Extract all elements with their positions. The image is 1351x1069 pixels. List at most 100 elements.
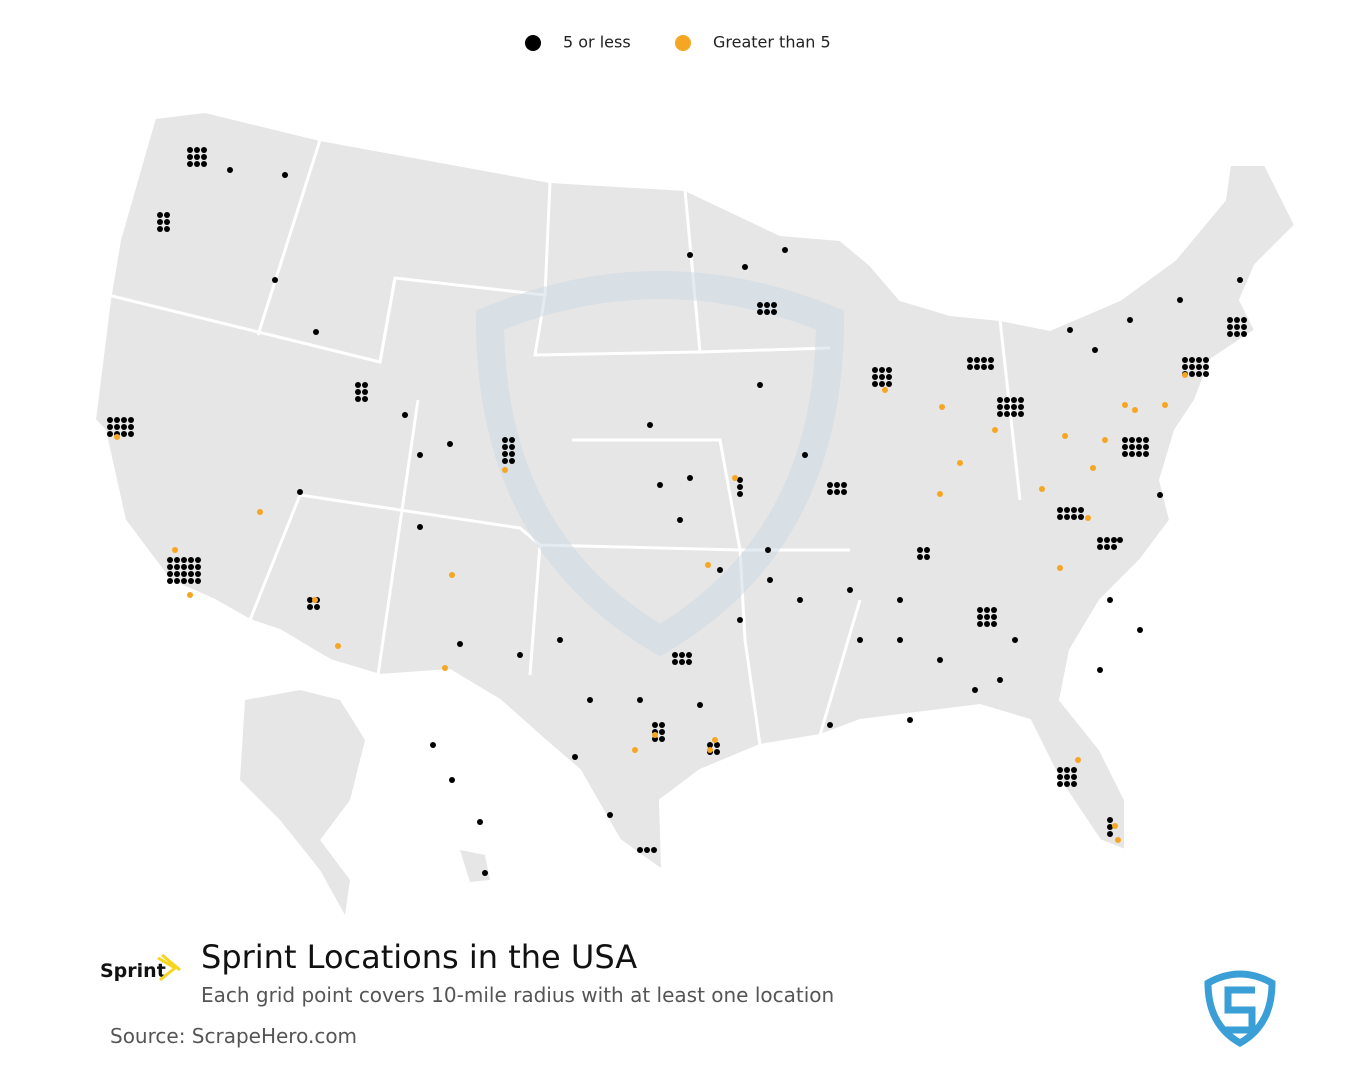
location-dot — [128, 424, 134, 430]
location-dot — [1004, 411, 1010, 417]
location-dot — [957, 460, 963, 466]
location-dot — [1203, 357, 1209, 363]
location-dot — [1189, 357, 1195, 363]
location-dot — [897, 637, 903, 643]
location-dot — [1071, 514, 1077, 520]
location-dot — [1085, 515, 1091, 521]
location-dot — [172, 547, 178, 553]
location-dot — [509, 458, 515, 464]
sprint-logo: Sprint — [100, 960, 166, 982]
location-dot — [697, 702, 703, 708]
location-dot — [1227, 331, 1233, 337]
location-dot — [1237, 277, 1243, 283]
location-dot — [897, 597, 903, 603]
location-dot — [917, 547, 923, 553]
location-dot — [449, 572, 455, 578]
location-dot — [1122, 437, 1128, 443]
location-dot — [107, 417, 113, 423]
location-dot — [314, 604, 320, 610]
subtitle: Each grid point covers 10-mile radius wi… — [201, 983, 834, 1007]
location-dot — [121, 417, 127, 423]
location-dot — [977, 621, 983, 627]
location-dot — [502, 451, 508, 457]
location-dot — [174, 564, 180, 570]
location-dot — [1064, 767, 1070, 773]
location-dot — [827, 482, 833, 488]
location-dot — [1064, 774, 1070, 780]
location-dot — [802, 452, 808, 458]
location-dot — [991, 614, 997, 620]
location-dot — [647, 422, 653, 428]
location-dot — [1064, 507, 1070, 513]
location-dot — [1122, 402, 1128, 408]
location-dot — [1136, 444, 1142, 450]
location-dot — [417, 524, 423, 530]
location-dot — [157, 212, 163, 218]
location-dot — [1111, 537, 1117, 543]
location-dot — [187, 592, 193, 598]
location-dot — [1057, 781, 1063, 787]
location-dot — [114, 424, 120, 430]
location-dot — [167, 571, 173, 577]
location-dot — [1097, 667, 1103, 673]
location-dot — [834, 482, 840, 488]
location-dot — [1234, 317, 1240, 323]
location-dot — [924, 554, 930, 560]
location-dot — [1227, 324, 1233, 330]
location-dot — [1196, 357, 1202, 363]
location-dot — [717, 567, 723, 573]
location-dot — [652, 722, 658, 728]
location-dot — [362, 382, 368, 388]
location-dot — [1057, 565, 1063, 571]
location-dot — [201, 161, 207, 167]
location-dot — [164, 212, 170, 218]
location-dot — [174, 578, 180, 584]
location-dot — [194, 147, 200, 153]
location-dot — [1107, 597, 1113, 603]
location-dot — [307, 597, 313, 603]
location-dot — [1104, 537, 1110, 543]
location-dot — [167, 564, 173, 570]
location-dot — [732, 475, 738, 481]
location-dot — [879, 374, 885, 380]
location-dot — [1078, 507, 1084, 513]
location-dot — [981, 357, 987, 363]
location-dot — [1071, 774, 1077, 780]
location-dot — [1129, 451, 1135, 457]
location-dot — [886, 367, 892, 373]
location-dot — [195, 557, 201, 563]
location-dot — [1115, 837, 1121, 843]
location-dot — [841, 482, 847, 488]
location-dots — [107, 147, 1247, 876]
location-dot — [1182, 364, 1188, 370]
location-dot — [707, 747, 713, 753]
location-dot — [557, 637, 563, 643]
location-dot — [517, 652, 523, 658]
location-dot — [1071, 507, 1077, 513]
location-dot — [188, 578, 194, 584]
location-dot — [447, 441, 453, 447]
location-dot — [1057, 774, 1063, 780]
location-dot — [1018, 397, 1024, 403]
location-dot — [974, 364, 980, 370]
location-dot — [1143, 451, 1149, 457]
location-dot — [355, 389, 361, 395]
location-dot — [659, 722, 665, 728]
location-dot — [1090, 465, 1096, 471]
location-dot — [1064, 781, 1070, 787]
location-dot — [1143, 444, 1149, 450]
location-dot — [917, 554, 923, 560]
location-dot — [1097, 544, 1103, 550]
location-dot — [637, 697, 643, 703]
location-dot — [1012, 637, 1018, 643]
location-dot — [181, 571, 187, 577]
legend-label: 5 or less — [563, 33, 631, 52]
location-dot — [939, 404, 945, 410]
location-dot — [355, 396, 361, 402]
location-dot — [164, 219, 170, 225]
location-dot — [482, 870, 488, 876]
watermark — [475, 271, 845, 657]
location-dot — [187, 154, 193, 160]
location-dot — [307, 604, 313, 610]
location-dot — [195, 571, 201, 577]
